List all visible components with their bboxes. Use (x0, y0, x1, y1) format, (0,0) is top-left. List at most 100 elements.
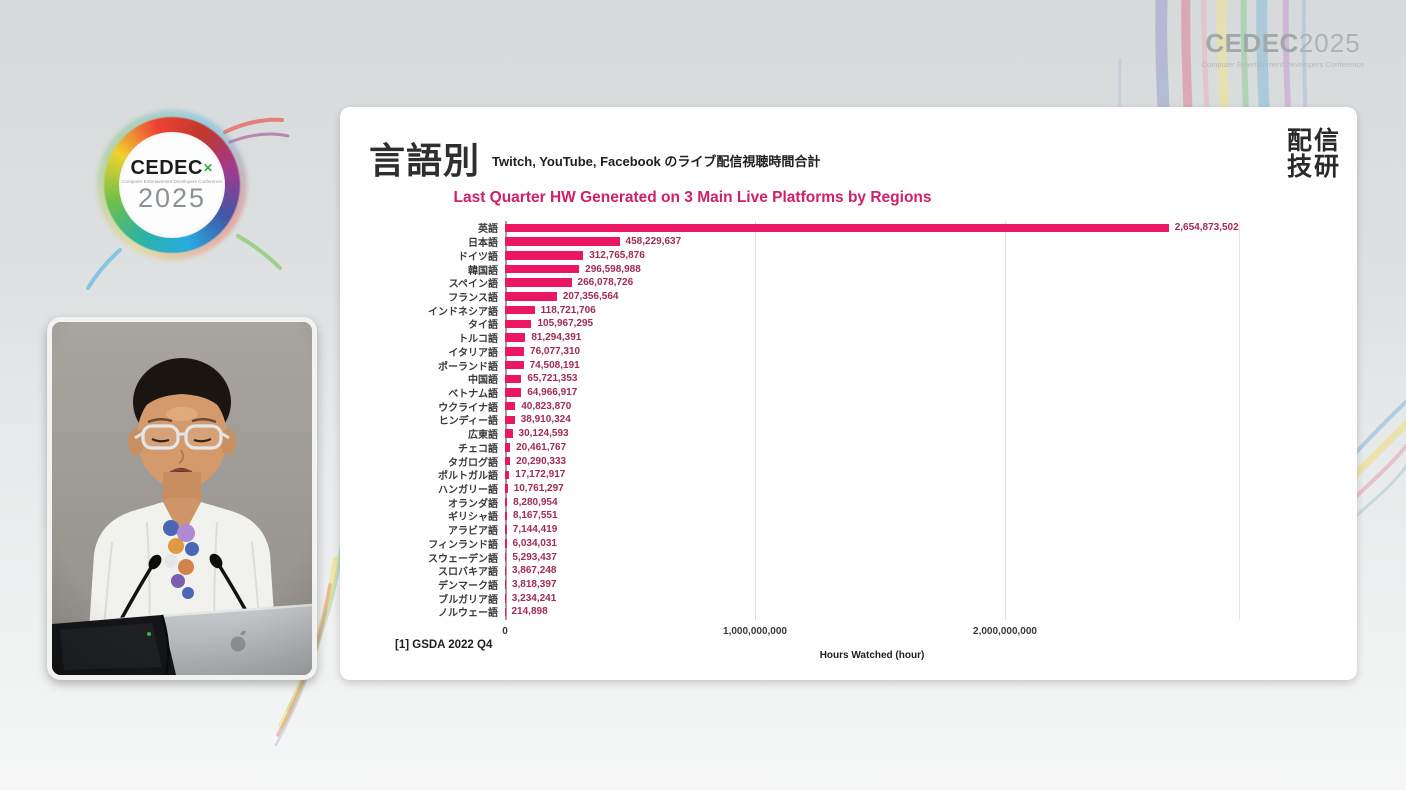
value-label: 458,229,637 (625, 236, 682, 248)
bar (505, 223, 1169, 233)
cedec-logo-center: CEDEC✕ Computer Entertainment Developers… (119, 132, 225, 238)
category-label: トルコ語 (458, 334, 498, 346)
bar (505, 333, 526, 342)
bar (505, 305, 535, 315)
category-label: タガログ語 (448, 457, 498, 469)
chart-row: 広東語 30,124,593 (360, 427, 1320, 441)
chart-row: タガログ語 20,290,333 (360, 454, 1320, 469)
chart-row: 英語 2,654,873,502 (360, 221, 1320, 235)
chart-row: ギリシャ語 8,167,551 (360, 509, 1320, 523)
value-label: 8,167,551 (513, 510, 558, 522)
bar (505, 443, 511, 452)
x-tick-label: 0 (502, 626, 508, 637)
bar (505, 497, 508, 507)
bar (505, 484, 508, 493)
category-label: フランス語 (448, 292, 498, 304)
value-label: 40,823,870 (521, 400, 572, 412)
category-label: デンマーク語 (438, 581, 498, 593)
cedec-x-mark-icon: ✕ (202, 160, 214, 175)
value-label: 3,818,397 (511, 579, 557, 591)
value-label: 118,721,706 (540, 304, 596, 316)
bar (505, 539, 507, 548)
bar (505, 607, 506, 617)
bar (505, 552, 507, 562)
haishin-giken-logo: 配信 技研 (1286, 127, 1341, 180)
value-label: 65,721,353 (527, 373, 578, 385)
x-axis-title: Hours Watched (hour) (819, 650, 925, 661)
bar (505, 456, 511, 466)
category-label: ベトナム語 (448, 388, 498, 400)
value-label: 38,910,324 (520, 414, 571, 426)
top-logo-tagline: Computer Entertainment Developers Confer… (1201, 60, 1365, 69)
bar (505, 566, 506, 576)
chart-row: トルコ語 81,294,391 (360, 331, 1320, 345)
cedec-top-right-logo: CEDEC2025 Computer Entertainment Develop… (1198, 28, 1368, 69)
bar (505, 278, 572, 287)
cedec-logo-year: 2025 (137, 182, 207, 213)
value-label: 74,508,191 (529, 359, 580, 371)
value-label: 312,765,876 (589, 249, 645, 261)
value-label: 10,761,297 (513, 483, 564, 495)
value-label: 20,461,767 (516, 441, 567, 453)
chart-row: ウクライナ語 40,823,870 (360, 399, 1320, 414)
value-label: 3,867,248 (511, 565, 557, 577)
chart-row: ドイツ語 312,765,876 (360, 248, 1320, 263)
bar (505, 374, 522, 384)
category-label: 英語 (478, 224, 498, 236)
chart-row: インドネシア語 118,721,706 (360, 303, 1320, 318)
source-note: [1] GSDA 2022 Q4 (395, 639, 493, 651)
category-label: ドイツ語 (458, 251, 498, 263)
chart-row: スウェーデン語 5,293,437 (360, 550, 1320, 565)
value-label: 296,598,988 (585, 263, 641, 275)
chart-row: オランダ語 8,280,954 (360, 495, 1320, 510)
category-label: スロバキア語 (438, 567, 498, 579)
value-label: 17,172,917 (515, 469, 566, 481)
bar (505, 594, 506, 603)
presentation-slide: 言語別 Twitch, YouTube, Facebook のライブ配信視聴時間… (340, 107, 1357, 680)
gridline (755, 221, 756, 620)
category-label: アラビア語 (448, 526, 498, 538)
chart-row: フランス語 207,356,564 (360, 290, 1320, 304)
bar (505, 401, 516, 411)
chart-row: ポルトガル語 17,172,917 (360, 468, 1320, 482)
category-label: ハンガリー語 (438, 485, 498, 497)
category-label: ポルトガル語 (438, 471, 498, 483)
category-label: フィンランド語 (428, 539, 498, 551)
value-label: 105,967,295 (537, 318, 594, 330)
value-label: 266,078,726 (577, 277, 634, 289)
bar (505, 525, 507, 534)
value-label: 2,654,873,502 (1174, 222, 1239, 234)
haishin-giken-logo-line1: 配信 (1286, 127, 1341, 155)
category-label: ノルウェー語 (438, 608, 498, 620)
category-label: ブルガリア語 (438, 594, 498, 606)
x-tick-label: 1,000,000,000 (723, 626, 787, 637)
chart-row: 日本語 458,229,637 (360, 235, 1320, 249)
chart-row: スペイン語 266,078,726 (360, 276, 1320, 290)
category-label: ギリシャ語 (448, 512, 498, 524)
slide-title: 言語別 (369, 140, 481, 181)
cedec-logo-wordmark: CEDEC✕ (130, 156, 214, 179)
chart-row: フィンランド語 6,034,031 (360, 537, 1320, 551)
bar (505, 237, 620, 246)
chart-row: ハンガリー語 10,761,297 (360, 482, 1320, 496)
chart-rows: 英語 2,654,873,502 日本語 458,229,637 ドイツ語 312,765… (360, 221, 1320, 619)
plot-right-border (1239, 221, 1240, 620)
bar (505, 415, 515, 425)
value-label: 214,898 (511, 606, 548, 618)
category-label: イタリア語 (448, 347, 498, 359)
chart-row: 韓国語 296,598,988 (360, 262, 1320, 277)
value-label: 76,077,310 (530, 345, 581, 357)
value-label: 20,290,333 (516, 455, 567, 467)
category-label: 中国語 (468, 375, 498, 387)
value-label: 207,356,564 (562, 290, 619, 302)
bar (505, 580, 506, 589)
top-logo-year: 2025 (1298, 28, 1361, 58)
chart-row: ノルウェー語 214,898 (360, 605, 1320, 619)
chart-row: スロバキア語 3,867,248 (360, 564, 1320, 578)
chart-row: デンマーク語 3,818,397 (360, 578, 1320, 592)
value-label: 30,124,593 (518, 428, 569, 440)
category-label: インドネシア語 (428, 306, 498, 318)
cedec-logo-tagline: Computer Entertainment Developers Confer… (122, 178, 222, 184)
value-label: 3,234,241 (511, 592, 557, 604)
bar (505, 264, 580, 274)
